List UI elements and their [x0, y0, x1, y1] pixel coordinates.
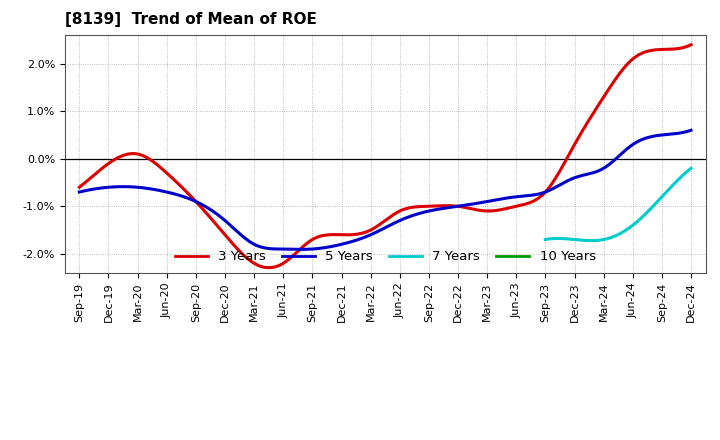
Text: [8139]  Trend of Mean of ROE: [8139] Trend of Mean of ROE: [65, 12, 317, 27]
3 Years: [593, 105, 601, 110]
7 Years: [687, 165, 696, 171]
7 Years: [587, 238, 595, 243]
7 Years: [541, 237, 550, 242]
5 Years: [75, 189, 84, 194]
5 Years: [451, 204, 460, 209]
7 Years: [629, 223, 637, 228]
3 Years: [441, 203, 450, 208]
7 Years: [665, 187, 673, 192]
5 Years: [298, 247, 307, 252]
7 Years: [541, 237, 550, 242]
3 Years: [439, 203, 448, 208]
Legend: 3 Years, 5 Years, 7 Years, 10 Years: 3 Years, 5 Years, 7 Years, 10 Years: [169, 245, 601, 268]
7 Years: [674, 177, 683, 183]
3 Years: [77, 183, 86, 188]
3 Years: [451, 203, 460, 209]
7 Years: [628, 223, 636, 228]
5 Years: [439, 206, 448, 211]
7 Years: [631, 221, 639, 226]
3 Years: [265, 265, 274, 270]
5 Years: [687, 128, 696, 133]
5 Years: [441, 205, 450, 211]
3 Years: [75, 185, 84, 190]
Line: 5 Years: 5 Years: [79, 130, 691, 249]
5 Years: [77, 189, 86, 194]
5 Years: [593, 169, 601, 174]
3 Years: [687, 42, 696, 48]
Line: 3 Years: 3 Years: [79, 45, 691, 268]
3 Years: [631, 54, 640, 59]
5 Years: [631, 140, 640, 145]
Line: 7 Years: 7 Years: [546, 168, 691, 241]
